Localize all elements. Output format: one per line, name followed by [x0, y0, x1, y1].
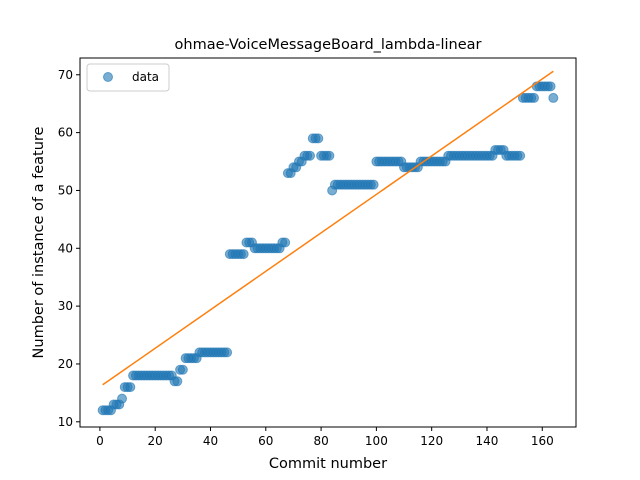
data-point — [528, 92, 539, 103]
y-tick-label: 40 — [58, 241, 73, 255]
data-point — [515, 150, 526, 161]
legend: data — [86, 63, 170, 92]
data-point — [368, 179, 379, 190]
data-point — [125, 382, 136, 393]
y-tick-label: 30 — [58, 299, 73, 313]
legend-marker-data — [103, 72, 113, 82]
y-axis-label: Number of instance of a feature — [31, 126, 47, 358]
x-axis-ticks: 0 20 40 60 80 100 120 140 160 — [96, 427, 554, 448]
fit-line — [102, 70, 554, 386]
data-point — [117, 393, 128, 404]
legend-label-data: data — [132, 70, 159, 84]
data-point — [280, 237, 291, 248]
x-tick-label: 140 — [476, 434, 499, 448]
x-axis-label: Commit number — [269, 456, 387, 472]
y-tick-label: 50 — [58, 183, 73, 197]
plot-frame — [79, 57, 577, 428]
plot-marks — [97, 70, 559, 416]
y-tick-label: 10 — [58, 415, 73, 429]
x-tick-label: 120 — [420, 434, 443, 448]
data-point — [222, 347, 233, 358]
x-tick-label: 40 — [203, 434, 218, 448]
data-point — [305, 150, 316, 161]
x-tick-label: 20 — [148, 434, 163, 448]
data-point — [238, 249, 249, 260]
y-axis-ticks: 10 20 30 40 50 60 70 — [58, 68, 80, 429]
data-point — [548, 92, 559, 103]
x-tick-label: 80 — [313, 434, 328, 448]
y-tick-label: 60 — [58, 126, 73, 140]
y-tick-label: 20 — [58, 357, 73, 371]
x-tick-label: 60 — [258, 434, 273, 448]
data-point — [177, 364, 188, 375]
data-point — [172, 376, 183, 387]
legend-box — [86, 63, 170, 92]
data-point — [324, 150, 335, 161]
x-tick-label: 0 — [96, 434, 104, 448]
chart-title: ohmae-VoiceMessageBoard_lambda-linear — [175, 37, 482, 53]
x-tick-label: 100 — [365, 434, 388, 448]
x-tick-label: 160 — [531, 434, 554, 448]
data-point — [545, 81, 556, 92]
data-point — [313, 133, 324, 144]
y-tick-label: 70 — [58, 68, 73, 82]
